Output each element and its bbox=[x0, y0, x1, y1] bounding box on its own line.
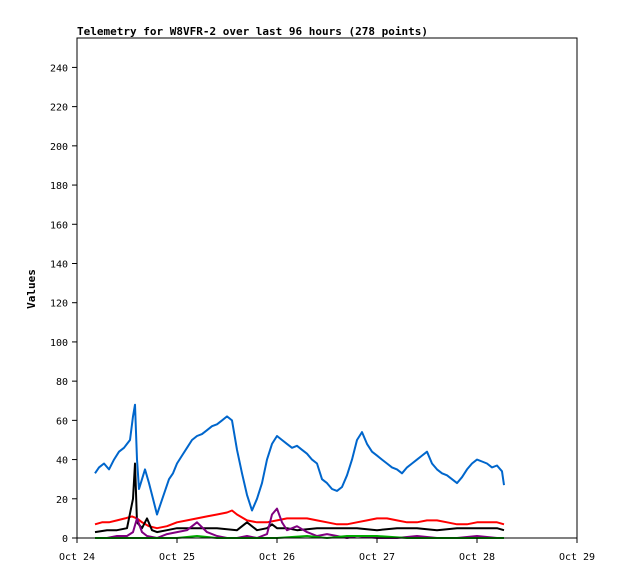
y-tick-label: 180 bbox=[50, 181, 68, 192]
y-tick-label: 220 bbox=[50, 103, 68, 114]
y-tick-label: 100 bbox=[50, 338, 68, 349]
y-tick-label: 140 bbox=[50, 259, 68, 270]
plot-frame bbox=[76, 37, 578, 539]
y-tick-label: 160 bbox=[50, 220, 68, 231]
x-tick-label: Oct 28 bbox=[459, 552, 495, 563]
y-tick-label: 240 bbox=[50, 63, 68, 74]
x-tick-label: Oct 25 bbox=[159, 552, 195, 563]
y-axis-label: Values bbox=[25, 269, 38, 309]
x-tick-label: Oct 26 bbox=[259, 552, 295, 563]
y-tick-label: 120 bbox=[50, 299, 68, 310]
x-tick-label: Oct 24 bbox=[59, 552, 95, 563]
y-tick-label: 60 bbox=[56, 416, 68, 427]
y-tick-label: 80 bbox=[56, 377, 68, 388]
x-tick-label: Oct 27 bbox=[359, 552, 395, 563]
y-tick-label: 200 bbox=[50, 142, 68, 153]
chart-title: Telemetry for W8VFR-2 over last 96 hours… bbox=[77, 25, 428, 38]
series-line-2 bbox=[94, 462, 505, 534]
x-tick-label: Oct 29 bbox=[559, 552, 595, 563]
y-tick-label: 20 bbox=[56, 495, 68, 506]
y-tick-label: 40 bbox=[56, 456, 68, 467]
axis-layer: 0 20 40 60 80 100 120 140 160 180 200 220 240 Oct 24 O… bbox=[50, 63, 595, 563]
y-tick-label: 0 bbox=[62, 534, 68, 545]
series-line-0 bbox=[94, 403, 505, 516]
